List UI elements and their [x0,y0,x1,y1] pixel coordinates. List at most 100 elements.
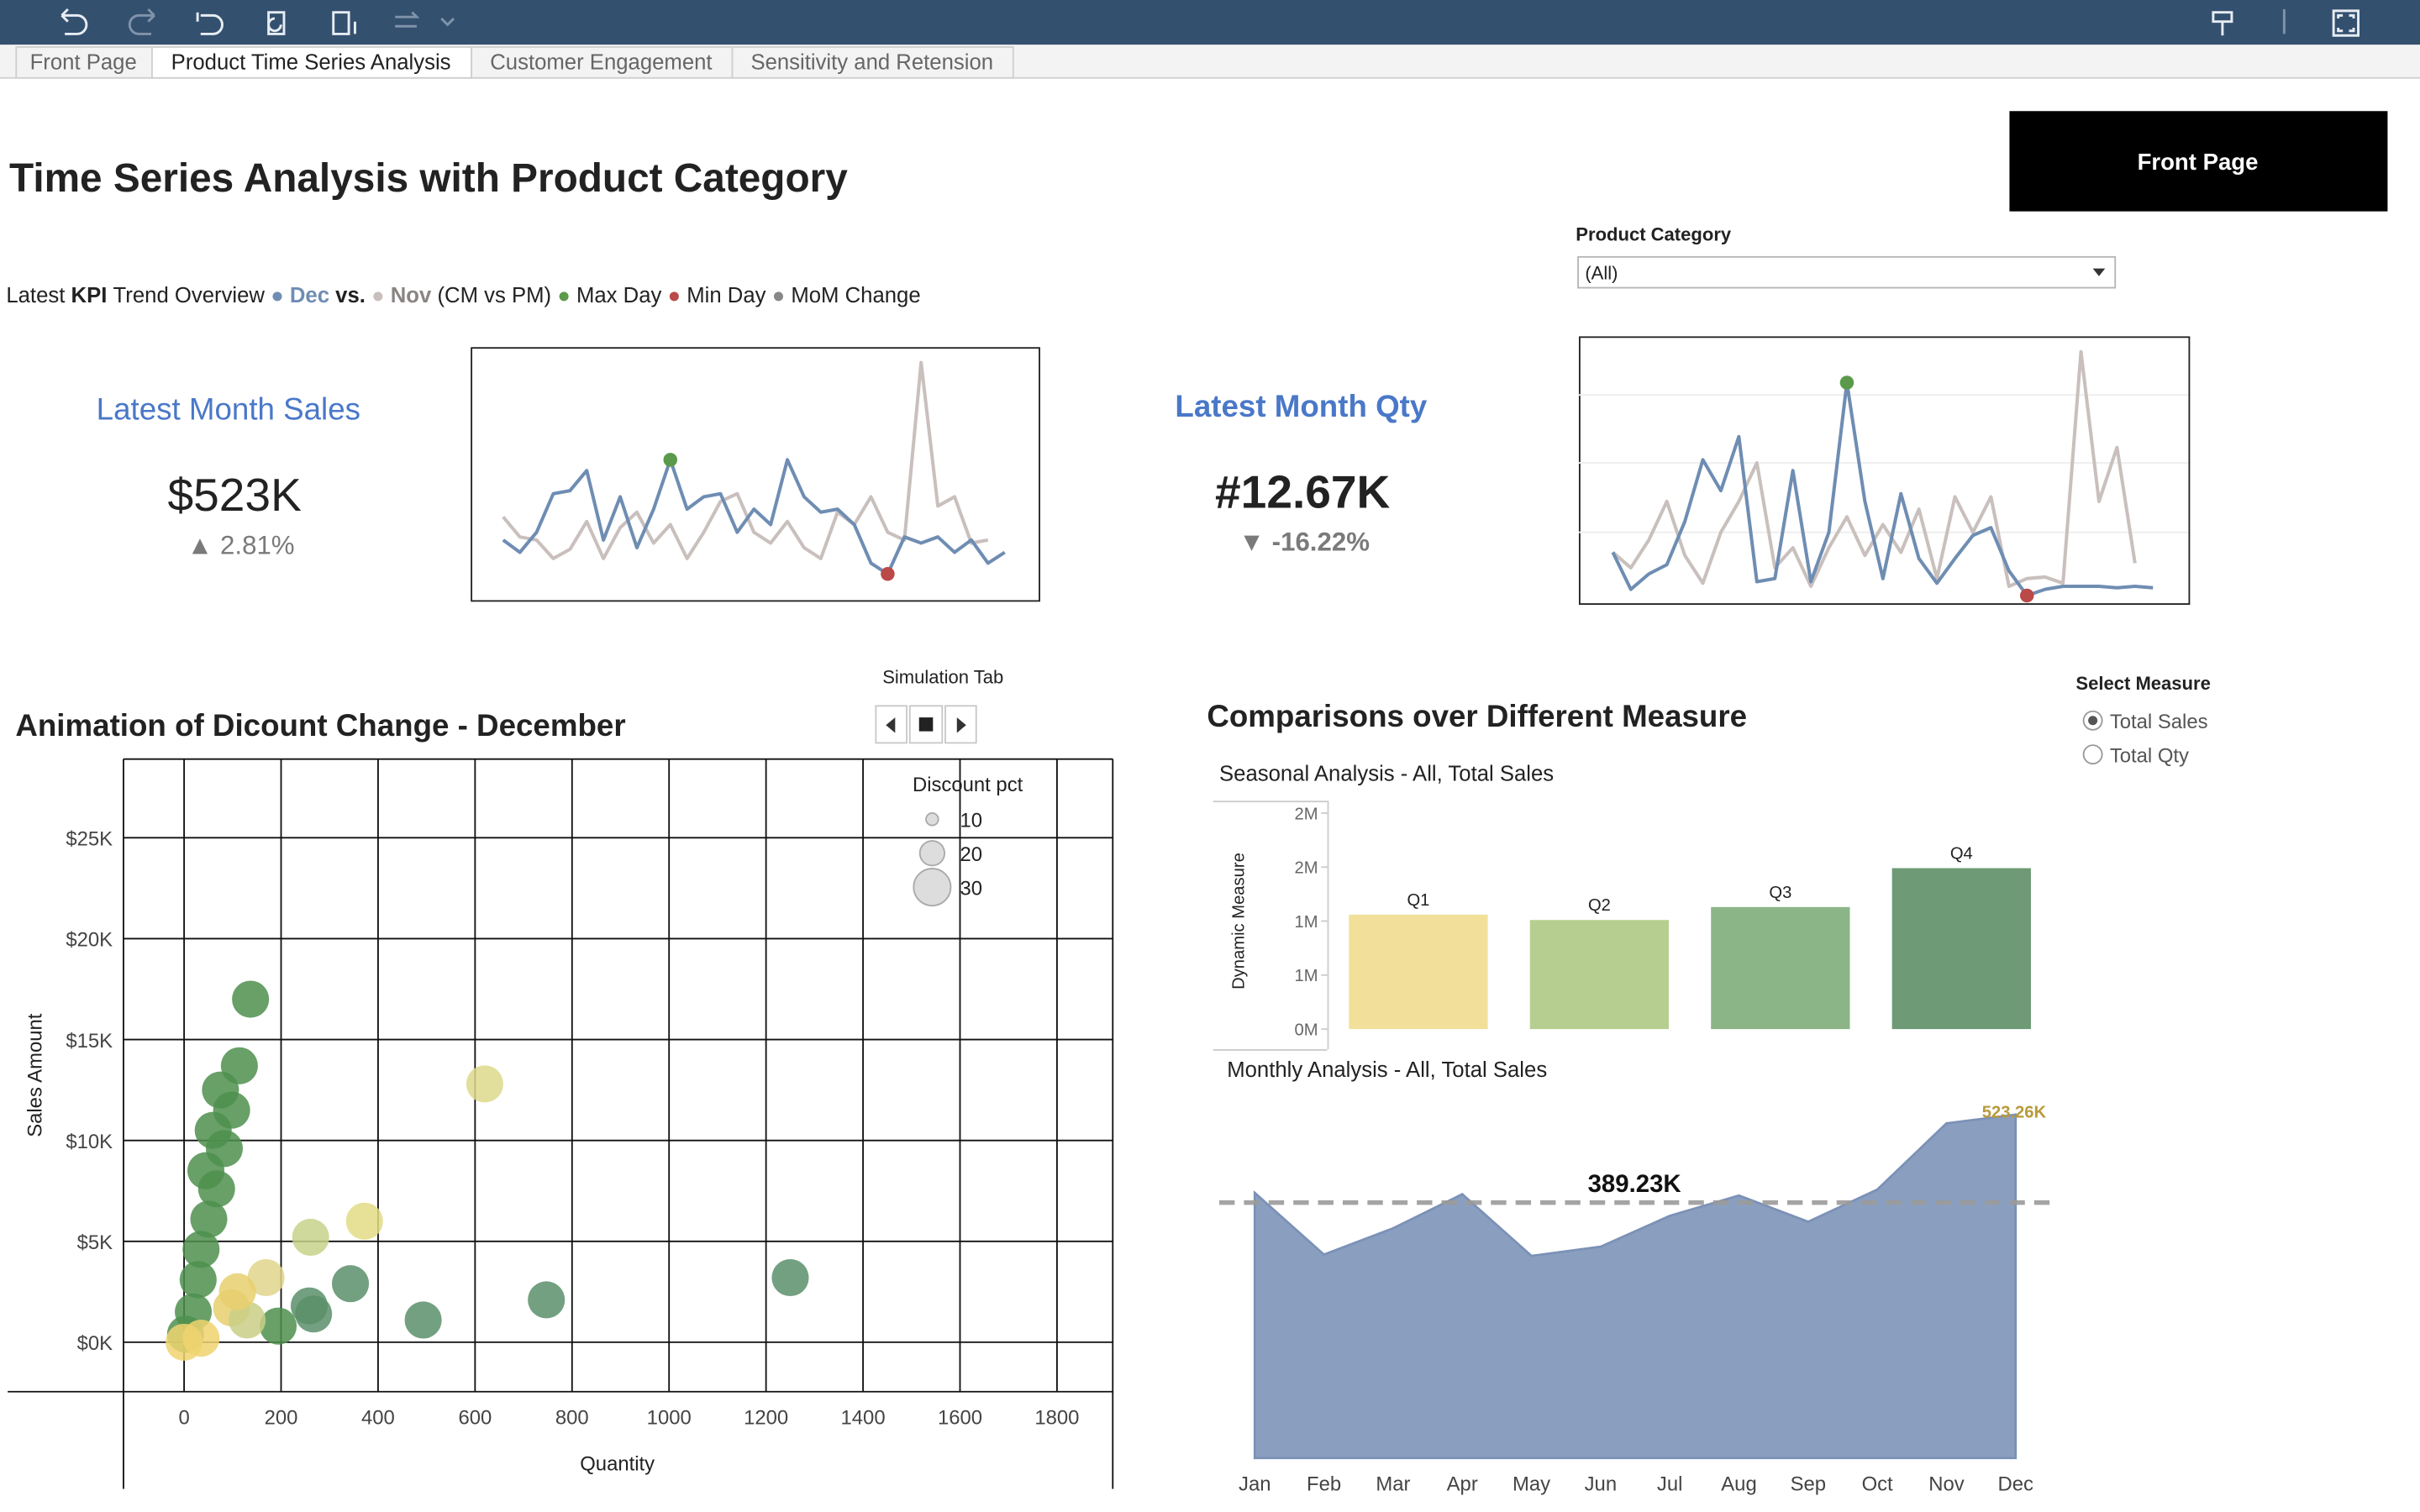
size-legend-mark [925,812,939,827]
bar-label: Q1 [1407,891,1429,910]
area [1253,1113,2018,1460]
measure-options: Total Sales Total Qty [2082,710,2208,767]
sparkline [502,360,989,560]
bar [1711,906,1850,1030]
playback-controls [875,705,977,744]
legend-text: Latest [6,284,65,307]
y-tick-label: 1M [1295,913,1318,932]
x-tick-label: 200 [265,1406,298,1429]
undo-icon[interactable] [60,8,88,35]
size-legend-label: 10 [960,809,982,832]
redo-icon[interactable] [128,8,155,35]
y-tick-label: 0M [1295,1021,1318,1039]
tab-label[interactable]: Sensitivity and Retension [750,51,993,75]
legend-text: Max Day [576,284,662,307]
x-tick-label: Feb [1307,1473,1341,1495]
legend-series: Dec [290,284,329,307]
x-tick-label: 600 [458,1406,492,1429]
scatter-point [404,1301,442,1339]
sparkline-frame [471,347,1040,602]
button-label[interactable]: Front Page [2138,149,2259,175]
y-tick-label: $10K [66,1131,113,1153]
kpi-change: ▲ 2.81% [187,530,294,559]
filter-dropdown[interactable] [1577,255,2117,289]
tab[interactable] [471,46,734,79]
scatter-point [194,1111,232,1149]
x-tick-label: Jan [1239,1473,1270,1495]
comparison-title: Comparisons over Different Measure [1207,699,1747,733]
legend-dot: ● [271,284,284,307]
kpi-title: Latest Month Qty [1175,389,1427,423]
radio-dot[interactable] [2088,716,2098,726]
x-tick-label: 0 [178,1406,189,1429]
legend-dot: ● [668,284,681,307]
highlight-icon[interactable] [2212,11,2233,36]
tab[interactable] [15,46,153,79]
radio-label[interactable]: Total Sales [2110,711,2208,733]
scatter-point [292,1218,329,1257]
size-legend-label: 20 [960,843,982,866]
tab[interactable] [731,46,1014,79]
bar-label: Q2 [1588,896,1611,915]
legend-dot: ● [772,284,786,307]
x-tick-label: 400 [361,1406,395,1429]
dropdown-arrow[interactable] [2092,268,2106,276]
y-tick-label: 2M [1295,805,1318,823]
scatter-point [218,1273,256,1310]
bar-label: Q4 [1950,845,1973,864]
pause-icon[interactable] [332,11,356,35]
toolbar [0,0,2420,45]
size-legend-title: Discount pct [913,774,1023,796]
scatter-point [260,1307,297,1345]
front-page-button[interactable] [2009,111,2388,212]
tab-label[interactable]: Customer Engagement [490,51,712,75]
refresh-icon[interactable] [267,11,286,35]
legend-text: (CM vs PM) [437,284,551,307]
legend-text: MoM Change [791,284,920,307]
average-label: 389.23K [1588,1170,1681,1198]
tab-label[interactable]: Product Time Series Analysis [171,51,451,75]
tab[interactable] [151,46,473,79]
scatter-title: Animation of Dicount Change - December [15,708,625,743]
legend-text: vs. [335,284,366,307]
legend-text: Min Day [687,284,765,307]
radio-label[interactable]: Total Qty [2110,744,2189,767]
scatter-point [202,1071,239,1109]
back-icon[interactable] [886,717,896,733]
min-day-marker [881,567,895,581]
forward-icon[interactable] [956,717,966,733]
legend-dot: ● [371,284,385,307]
replay-icon[interactable] [395,11,420,28]
sparkline [1611,381,2154,597]
fullscreen-icon[interactable] [2332,9,2360,37]
y-tick-label: 2M [1295,859,1318,878]
kpi-legend: Latest KPI Trend Overview ● Dec vs. ● No… [6,284,920,307]
stop-icon[interactable] [918,717,934,732]
filter-value[interactable]: (All) [1585,262,1618,283]
kpi-title: Latest Month Sales [97,392,360,427]
x-tick-label: May [1512,1473,1550,1495]
measure-label: Select Measure [2075,673,2210,694]
scatter-point [247,1258,285,1297]
x-tick-label: Jul [1657,1473,1683,1495]
y-tick-label: $5K [77,1231,113,1254]
monthly-subtitle: Monthly Analysis - All, Total Sales [1227,1058,1547,1082]
bar [1891,868,2031,1030]
simulation-label: Simulation Tab [882,667,1003,688]
kpi-change: ▼ -16.22% [1239,528,1370,557]
revert-icon[interactable] [196,12,224,35]
filter-label: Product Category [1576,224,1732,245]
x-tick-label: 1400 [841,1406,886,1429]
y-tick-label: $0K [77,1332,113,1355]
bar-label: Q3 [1769,884,1791,902]
y-axis-label: Sales Amount [24,1013,47,1137]
seasonal-subtitle: Seasonal Analysis - All, Total Sales [1219,762,1554,785]
scatter-point [345,1202,383,1240]
y-tick-label: $20K [66,929,113,952]
radio-button[interactable] [2082,744,2103,765]
tab-label[interactable]: Front Page [30,51,137,75]
dropdown-icon[interactable] [440,18,455,27]
scatter-point [187,1152,225,1189]
x-tick-label: Nov [1928,1473,1965,1495]
